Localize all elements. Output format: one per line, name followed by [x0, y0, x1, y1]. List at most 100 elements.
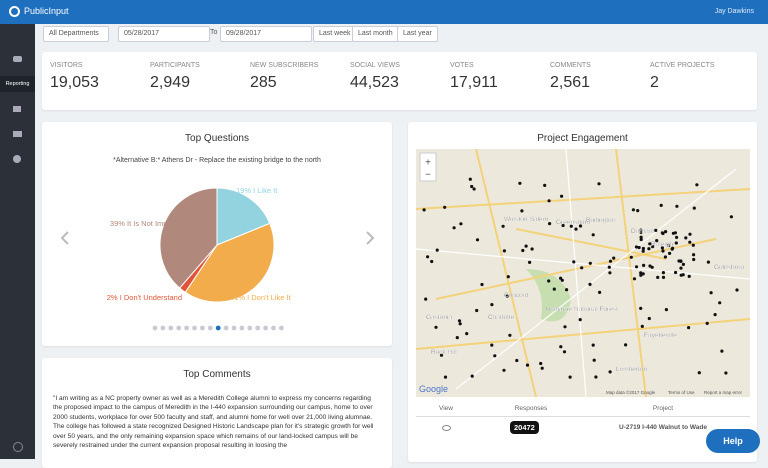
logo	[9, 6, 20, 17]
nav-reporting[interactable]: Reporting	[0, 76, 35, 92]
date-to[interactable]: 09/28/2017	[220, 26, 312, 42]
next-arrow[interactable]	[366, 231, 375, 245]
nav-icon[interactable]	[13, 131, 22, 137]
map-marker	[664, 308, 668, 312]
map-label: Rock Hill	[431, 349, 457, 356]
map-marker	[688, 232, 692, 236]
map-marker	[572, 260, 576, 264]
map-marker	[641, 272, 645, 276]
stat-value: 44,523	[350, 74, 399, 91]
map-marker	[426, 255, 430, 259]
pager-dot[interactable]	[184, 325, 190, 331]
map-marker	[588, 282, 592, 286]
map-label: Lumberton	[616, 366, 647, 373]
forest	[526, 269, 571, 322]
map-marker	[528, 260, 532, 264]
map-marker	[588, 261, 592, 265]
map-marker	[524, 244, 528, 248]
user-menu[interactable]: Jay Dawkins	[714, 8, 754, 15]
help-button[interactable]: Help	[706, 429, 760, 453]
pager-dot[interactable]	[223, 325, 229, 331]
pager-dot[interactable]	[152, 325, 158, 331]
map-label: Gastonia	[426, 314, 452, 321]
map-marker	[679, 273, 683, 277]
pie-slice	[159, 187, 218, 289]
map-marker	[660, 246, 664, 250]
map-marker	[692, 257, 696, 262]
map-marker	[607, 265, 611, 269]
map-marker	[501, 224, 505, 228]
pager-dot[interactable]	[176, 325, 182, 331]
map-marker	[705, 321, 709, 325]
pager-dot[interactable]	[160, 325, 166, 331]
map-marker	[608, 259, 613, 263]
map-marker	[515, 358, 519, 363]
pie-slice	[216, 187, 271, 246]
zoom-out[interactable]: −	[425, 170, 431, 181]
map-marker	[591, 233, 595, 237]
pager-dot[interactable]	[192, 325, 197, 331]
responses-badge: 20472	[510, 421, 539, 434]
map-marker	[525, 363, 530, 367]
map-marker	[634, 245, 638, 249]
slice-label: 41% I Don't Like It	[230, 293, 292, 302]
map-marker	[691, 243, 695, 247]
map-marker	[724, 371, 728, 375]
map-marker	[667, 243, 671, 248]
map-marker	[663, 255, 667, 259]
table-header: View	[439, 405, 453, 412]
map-marker	[660, 231, 664, 235]
zoom-in[interactable]: +	[425, 158, 431, 169]
range-button[interactable]: Last week	[313, 26, 357, 42]
pager-dot[interactable]	[215, 325, 221, 331]
map-marker	[671, 231, 675, 235]
map-marker	[709, 291, 713, 295]
roads	[416, 149, 750, 397]
nav-icon[interactable]	[13, 442, 23, 452]
map-marker	[659, 203, 663, 207]
brand[interactable]: PublicInput	[24, 6, 69, 16]
department-select[interactable]: All Departments	[43, 26, 109, 42]
pager-dot[interactable]	[239, 325, 245, 331]
map-marker	[547, 199, 551, 203]
pager-dot[interactable]	[200, 325, 205, 331]
map-marker	[435, 248, 439, 252]
map-marker	[548, 222, 552, 226]
prev-arrow[interactable]	[60, 231, 69, 245]
map-marker	[530, 247, 534, 251]
pager-dot[interactable]	[263, 325, 268, 331]
map-marker	[569, 224, 573, 228]
map-marker	[636, 209, 640, 213]
zoom-control[interactable]	[419, 152, 437, 182]
map-marker	[434, 325, 438, 329]
map-label: Burlington	[586, 217, 616, 224]
range-button[interactable]: Last month	[352, 26, 399, 42]
pager-dot[interactable]	[279, 325, 284, 331]
pager-dot[interactable]	[207, 325, 213, 331]
map-marker	[459, 222, 463, 226]
stat-label: NEW SUBSCRIBERS	[250, 62, 319, 69]
stat-value: 2,949	[150, 74, 191, 91]
map-marker	[668, 251, 672, 255]
view-icon[interactable]	[442, 425, 451, 431]
map-label: Uwharrie National Forest	[546, 306, 618, 313]
pager-dot[interactable]	[271, 325, 276, 331]
map-marker	[675, 204, 679, 208]
range-button[interactable]: Last year	[397, 26, 438, 42]
nav-icon[interactable]	[13, 106, 21, 112]
top-bar: PublicInput Jay Dawkins	[0, 0, 768, 24]
map-marker	[430, 259, 434, 264]
map-marker	[661, 271, 665, 275]
nav-icon[interactable]	[13, 155, 21, 163]
pager-dot[interactable]	[247, 325, 253, 331]
pager-dot[interactable]	[231, 325, 237, 331]
map-marker	[591, 343, 595, 347]
map-marker	[452, 226, 456, 230]
map-marker	[639, 235, 643, 239]
pager-dot[interactable]	[255, 325, 261, 331]
nav-icon[interactable]	[13, 56, 22, 62]
map-marker	[655, 239, 659, 243]
pager-dot[interactable]	[168, 325, 174, 331]
date-from[interactable]: 05/28/2017	[118, 26, 210, 42]
